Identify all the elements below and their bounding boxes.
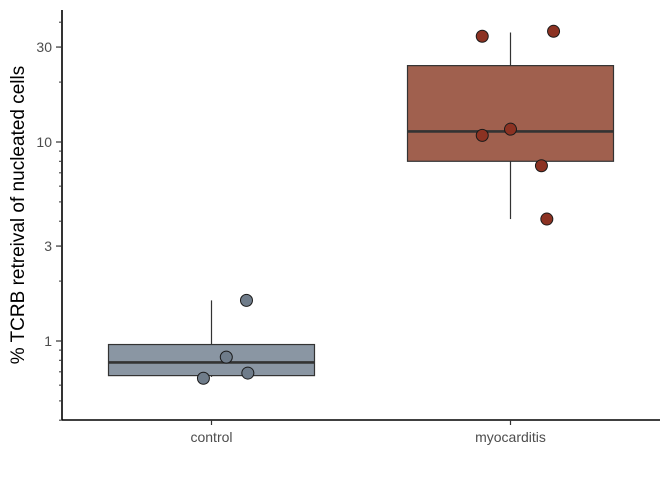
x-tick-label: myocarditis [475, 429, 546, 445]
y-tick-label: 10 [36, 134, 52, 150]
y-axis-title: % TCRB retreival of nucleated cells [8, 66, 29, 365]
boxes-layer [107, 32, 615, 377]
box-myocarditis [406, 32, 615, 220]
y-tick-label: 1 [44, 333, 52, 349]
y-tick-label: 3 [44, 238, 52, 254]
axes-layer: 1 3 10 30 control myocarditis [36, 10, 660, 445]
data-point-myocarditis [534, 159, 548, 173]
data-point-control [239, 293, 253, 307]
y-tick-label: 30 [36, 39, 52, 55]
data-point-myocarditis [547, 24, 561, 38]
x-tick-label: control [190, 429, 232, 445]
box-body-myocarditis [406, 65, 615, 162]
data-point-control [219, 350, 233, 364]
data-point-myocarditis [475, 29, 489, 43]
data-point-myocarditis [475, 128, 489, 142]
points-layer [196, 24, 561, 385]
box-control [107, 300, 316, 377]
data-point-myocarditis [540, 212, 554, 226]
data-point-myocarditis [504, 122, 517, 136]
box-body-control [107, 343, 316, 377]
data-point-control [196, 371, 210, 385]
data-point-control [241, 366, 255, 380]
